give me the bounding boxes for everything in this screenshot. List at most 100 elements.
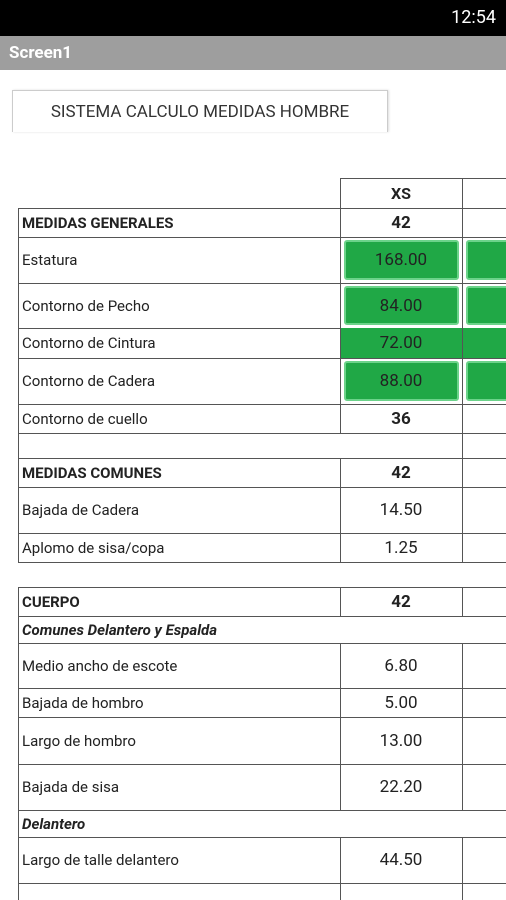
size-label: XS <box>390 183 411 203</box>
v-line <box>18 208 19 237</box>
v-line <box>18 810 19 837</box>
v-line <box>462 764 463 810</box>
v-line <box>18 358 19 404</box>
v-line <box>462 404 463 433</box>
v-line <box>340 458 341 487</box>
tab-button[interactable]: SISTEMA CALCULO MEDIDAS HOMBRE <box>12 90 388 132</box>
green-cell <box>341 328 462 358</box>
row-value: 42 <box>391 212 411 233</box>
h-line <box>18 688 506 689</box>
v-line <box>18 404 19 433</box>
h-line <box>18 643 506 644</box>
green-button[interactable] <box>344 361 459 401</box>
row-value: 13.00 <box>379 730 423 751</box>
v-line <box>340 837 341 883</box>
v-line <box>340 688 341 717</box>
v-line <box>340 717 341 764</box>
row-label: Aplomo de sisa/copa <box>22 538 165 557</box>
h-line <box>18 433 506 434</box>
subheading: Comunes Delantero y Espalda <box>22 620 218 639</box>
status-bar: 12:54 <box>0 0 506 36</box>
h-line <box>18 810 506 811</box>
h-line <box>340 178 506 179</box>
v-line <box>340 328 341 358</box>
row-label: Contorno de Cadera <box>22 372 155 390</box>
v-line <box>18 433 19 458</box>
v-line <box>340 237 341 283</box>
row-label: Contorno de Pecho <box>22 296 150 315</box>
v-line <box>340 358 341 404</box>
green-button[interactable] <box>344 286 459 325</box>
row-value: 42 <box>391 462 411 483</box>
h-line <box>18 616 506 617</box>
h-line <box>18 764 506 765</box>
v-line <box>340 643 341 688</box>
row-label: Medio ancho de escote <box>22 656 178 675</box>
v-line <box>462 837 463 883</box>
v-line <box>18 237 19 283</box>
h-line <box>18 404 506 405</box>
clock: 12:54 <box>451 7 496 28</box>
green-button[interactable] <box>466 240 506 280</box>
h-line <box>18 587 506 588</box>
row-value: 36 <box>391 408 411 429</box>
row-label: MEDIDAS COMUNES <box>22 463 162 482</box>
v-line <box>18 837 19 883</box>
h-line <box>18 533 506 534</box>
v-line <box>462 533 463 562</box>
h-line <box>18 883 506 884</box>
row-label: Estatura <box>22 251 78 269</box>
v-line <box>18 533 19 562</box>
v-line <box>18 688 19 717</box>
v-line <box>462 358 463 404</box>
v-line <box>340 883 341 900</box>
v-line <box>18 616 19 643</box>
v-line <box>18 643 19 688</box>
row-label: CUERPO <box>22 592 80 611</box>
row-label: Bajada de sisa <box>22 778 120 796</box>
green-button[interactable] <box>466 286 506 325</box>
row-value: 6.80 <box>384 655 418 676</box>
v-line <box>340 487 341 533</box>
row-value: 22.20 <box>379 777 423 797</box>
v-line <box>462 178 463 208</box>
v-line <box>462 208 463 237</box>
v-line <box>18 487 19 533</box>
h-line <box>18 562 506 563</box>
h-line <box>18 208 506 209</box>
v-line <box>340 764 341 810</box>
green-button[interactable] <box>466 361 506 401</box>
v-line <box>462 643 463 688</box>
v-line <box>462 688 463 717</box>
v-line <box>18 764 19 810</box>
v-line <box>340 533 341 562</box>
row-value: 14.50 <box>379 500 423 520</box>
row-label: Largo de hombro <box>22 731 136 750</box>
h-line <box>18 237 506 238</box>
v-line <box>340 208 341 237</box>
v-line <box>340 283 341 328</box>
v-line <box>462 487 463 533</box>
row-label: Contorno de Cintura <box>22 334 156 352</box>
v-line <box>462 237 463 283</box>
row-value: 42 <box>391 591 411 612</box>
v-line <box>462 883 463 900</box>
v-line <box>462 458 463 487</box>
h-line <box>18 717 506 718</box>
v-line <box>18 883 19 900</box>
h-line <box>18 487 506 488</box>
v-line <box>340 178 341 208</box>
v-line <box>18 458 19 487</box>
v-line <box>18 717 19 764</box>
h-line <box>18 458 506 459</box>
row-value: 168.00 <box>374 250 428 270</box>
row-value: 84.00 <box>379 295 423 316</box>
h-line <box>18 283 506 284</box>
v-line <box>18 283 19 328</box>
green-button[interactable] <box>344 240 459 280</box>
row-value: 5.00 <box>384 692 418 713</box>
v-line <box>340 404 341 433</box>
v-line <box>18 587 19 616</box>
v-line <box>462 433 463 458</box>
